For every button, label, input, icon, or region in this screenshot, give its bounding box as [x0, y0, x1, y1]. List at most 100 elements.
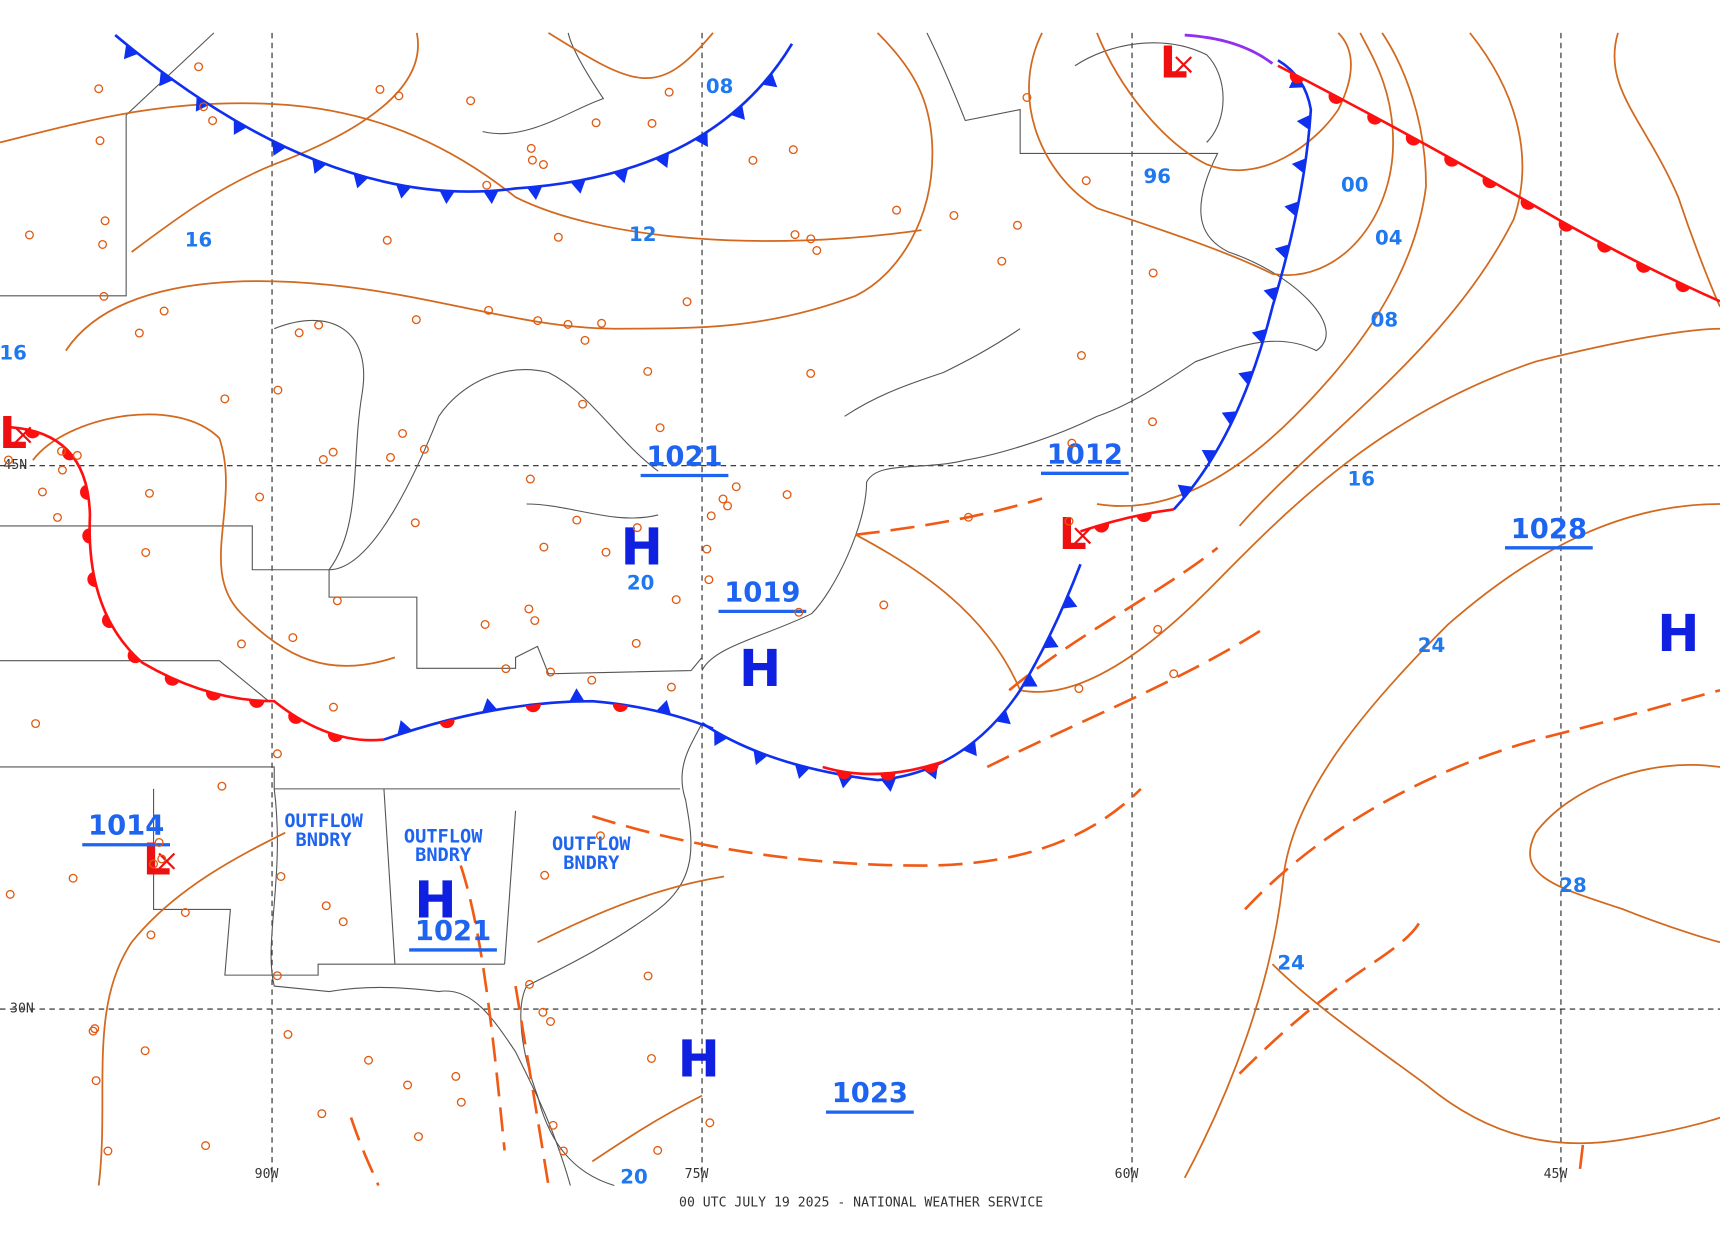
warm-front-pip	[327, 732, 343, 743]
pressure-label: 1028	[1511, 514, 1587, 545]
warm-front	[1277, 64, 1720, 303]
isobar-label: 16	[185, 229, 212, 252]
cold-front	[383, 699, 714, 741]
station-marker	[524, 604, 534, 614]
isobar-label: 08	[706, 75, 733, 98]
station-marker	[572, 515, 582, 525]
station-marker	[456, 1097, 466, 1107]
warm-front-pip	[1520, 198, 1535, 210]
high-center: H	[678, 1029, 720, 1088]
station-marker	[540, 870, 550, 880]
station-marker	[533, 316, 543, 326]
cold-front-pip	[654, 152, 670, 168]
warm-front-pip	[439, 718, 455, 729]
pressure-label: 1014	[88, 811, 164, 842]
trough	[1244, 688, 1720, 911]
station-marker	[144, 488, 154, 498]
troughs	[349, 497, 1720, 1187]
station-marker	[782, 490, 792, 500]
cold-front-pip	[962, 740, 977, 757]
warm-front-pip	[880, 772, 896, 781]
longitude-label: 90W	[255, 1167, 279, 1182]
station-marker	[5, 889, 15, 899]
isobar	[131, 32, 419, 253]
station-marker	[646, 1053, 656, 1063]
station-marker	[591, 118, 601, 128]
station-marker	[403, 1080, 413, 1090]
warm-front-pip	[101, 613, 113, 629]
station-marker	[31, 719, 41, 729]
station-marker	[146, 930, 156, 940]
cold-front-pip	[1062, 594, 1078, 609]
isobar-label: 00	[1341, 174, 1368, 197]
boundary-label: BNDRY	[415, 845, 472, 866]
low-marker	[1074, 527, 1092, 545]
cold-front-pip	[1263, 286, 1279, 302]
station-marker	[149, 859, 159, 869]
coastline	[844, 42, 1224, 417]
trough	[986, 628, 1263, 769]
boundary-label: OUTFLOW	[552, 834, 631, 855]
fronts	[10, 33, 1720, 792]
cold-front-pip	[1284, 201, 1299, 217]
station-marker	[997, 256, 1007, 266]
station-marker	[643, 366, 653, 376]
cold-front-pip	[694, 131, 708, 147]
warm-front-pip	[249, 699, 265, 708]
warm-front-pip	[836, 770, 852, 780]
isobar	[1238, 32, 1524, 527]
boundary-label: BNDRY	[296, 830, 353, 851]
warm-front-pip	[1444, 155, 1459, 167]
station-marker	[538, 160, 548, 170]
station-marker	[527, 155, 537, 165]
station-marker	[57, 465, 67, 475]
isobar	[1096, 32, 1427, 507]
caption: 00 UTC JULY 19 2025 - NATIONAL WEATHER S…	[679, 1196, 1043, 1211]
warm-front-pip	[1675, 281, 1691, 293]
station-marker	[731, 482, 741, 492]
station-marker	[411, 315, 421, 325]
station-marker	[255, 492, 265, 502]
station-marker	[199, 102, 209, 112]
isobar-label: 04	[1375, 226, 1402, 249]
station-marker	[548, 1120, 558, 1130]
station-marker	[272, 749, 282, 759]
station-marker	[587, 675, 597, 685]
low-marker	[14, 426, 32, 444]
isobar-label: 28	[1559, 874, 1586, 897]
coastline	[520, 722, 703, 1187]
cold-front-pip	[1177, 484, 1193, 499]
warm-front-pip	[1328, 92, 1344, 104]
cold-front-pip	[233, 119, 248, 135]
cold-front-pip	[656, 699, 672, 715]
station-marker	[578, 399, 588, 409]
station-marker	[37, 487, 47, 497]
station-marker	[812, 245, 822, 255]
coastline	[270, 788, 571, 1186]
cold-front-pip	[1251, 328, 1267, 344]
high-center: H	[739, 639, 781, 698]
cold-front-pip	[353, 173, 369, 189]
warm-front-pip	[1636, 261, 1651, 273]
station-marker	[480, 619, 490, 629]
station-marker	[949, 210, 959, 220]
cold-front-pip	[397, 720, 413, 735]
warm-front-pip	[1558, 220, 1574, 232]
station-marker	[90, 1024, 100, 1034]
warm-front-pip	[525, 703, 541, 713]
isobar-label: 08	[1371, 309, 1398, 332]
warm-front-pip	[127, 650, 141, 664]
station-marker	[314, 320, 324, 330]
station-marker	[318, 455, 328, 465]
station-marker	[134, 328, 144, 338]
warm-front-pip	[612, 703, 629, 713]
cold-front-pip	[527, 186, 543, 200]
station-marker	[1148, 268, 1158, 278]
station-marker	[201, 1141, 211, 1151]
station-marker	[595, 831, 605, 841]
station-marker	[288, 633, 298, 643]
station-marker	[1153, 624, 1163, 634]
warm-front-pip	[288, 712, 303, 724]
isobar	[537, 875, 725, 1163]
isobar	[1028, 32, 1394, 276]
